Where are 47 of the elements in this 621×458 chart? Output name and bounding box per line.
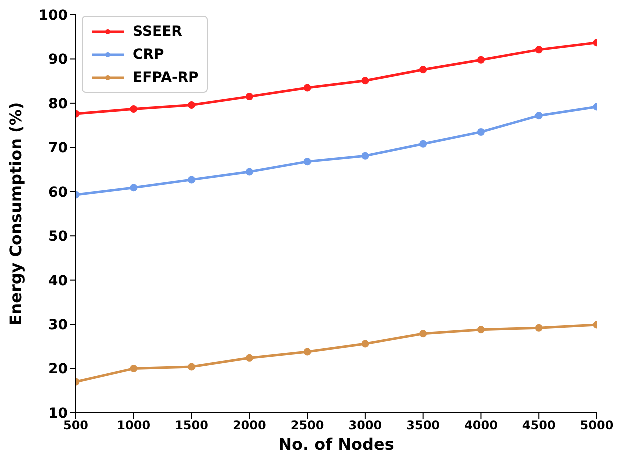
point	[362, 152, 370, 160]
x-tick-label: 5000	[580, 418, 614, 433]
point	[420, 66, 428, 74]
point	[362, 77, 370, 85]
point	[246, 93, 254, 101]
point	[246, 168, 254, 176]
y-tick-label: 30	[48, 318, 68, 334]
x-tick-label: 1500	[175, 418, 208, 433]
y-tick-label: 60	[48, 184, 68, 201]
x-tick-label: 1000	[117, 418, 151, 433]
point	[246, 354, 254, 362]
x-axis-title: No. of Nodes	[278, 435, 394, 454]
x-tick-label: 2500	[290, 418, 324, 433]
point	[535, 112, 543, 120]
point	[420, 140, 428, 148]
legend-label: CRP	[133, 46, 164, 62]
point	[188, 363, 196, 371]
point	[477, 56, 485, 64]
x-tick-label: 3500	[406, 418, 440, 433]
point	[130, 105, 138, 113]
y-tick-label: 40	[48, 273, 68, 290]
point	[304, 348, 312, 356]
point	[362, 340, 370, 348]
x-tick-label: 4500	[522, 418, 556, 433]
legend-label: SSEER	[133, 24, 182, 40]
point	[477, 326, 485, 334]
legend-label: EFPA-RP	[133, 70, 199, 86]
point	[130, 365, 138, 373]
point	[188, 176, 196, 184]
x-tick-label: 2000	[232, 418, 266, 433]
y-tick-label: 20	[48, 362, 68, 378]
x-tick-label: 3000	[348, 418, 382, 433]
point	[188, 101, 196, 109]
y-axis-title: Energy Consumption (%)	[6, 102, 26, 326]
y-tick-label: 70	[48, 140, 68, 157]
point	[130, 184, 138, 192]
x-tick-label: 4000	[464, 418, 498, 433]
y-tick-label: 100	[38, 8, 68, 24]
point	[304, 84, 312, 92]
y-tick-label: 90	[48, 52, 68, 68]
point	[477, 128, 485, 136]
point	[535, 46, 543, 54]
point	[304, 158, 312, 166]
point	[535, 324, 543, 332]
y-tick-label: 50	[48, 229, 68, 246]
point	[420, 330, 428, 338]
y-tick-label: 80	[48, 96, 68, 112]
